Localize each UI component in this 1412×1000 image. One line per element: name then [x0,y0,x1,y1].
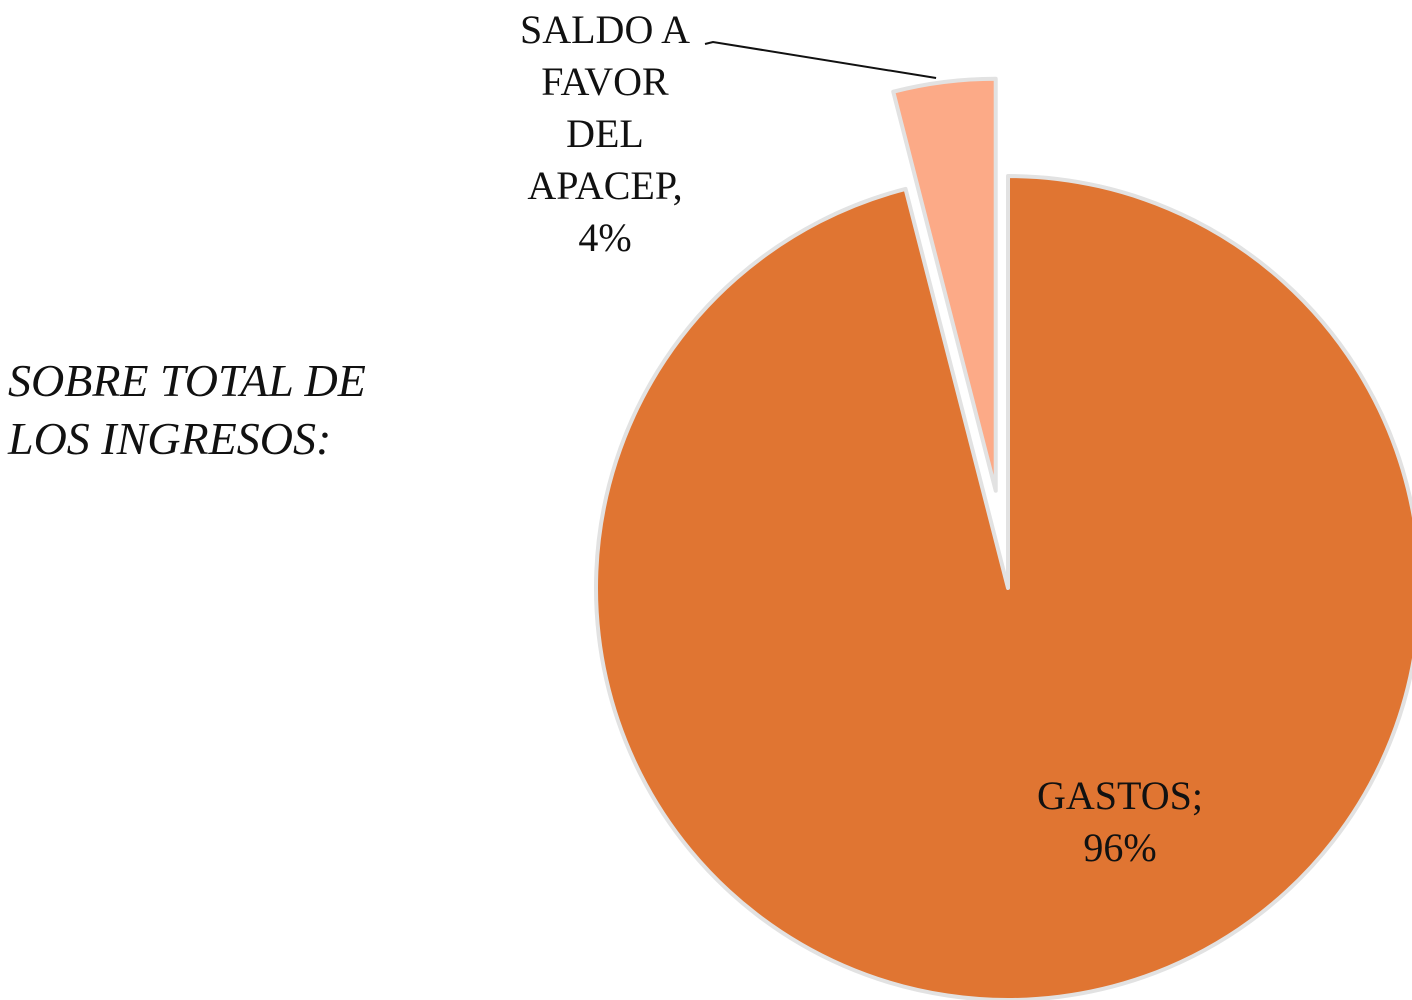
value-label: 4% [578,215,632,260]
chart-title: SOBRE TOTAL DE LOS INGRESOS: [8,355,366,464]
category-label: GASTOS; [1037,773,1203,818]
pie-slice [891,76,998,493]
pie-slice [594,174,1412,1000]
value-label: 96% [1083,825,1157,870]
leader-line [704,40,937,80]
data-label: SALDO A FAVOR DEL APACEP, 4% [500,4,710,264]
data-label: GASTOS; 96% [1010,770,1230,874]
category-label: SALDO A FAVOR DEL APACEP, [519,7,691,208]
